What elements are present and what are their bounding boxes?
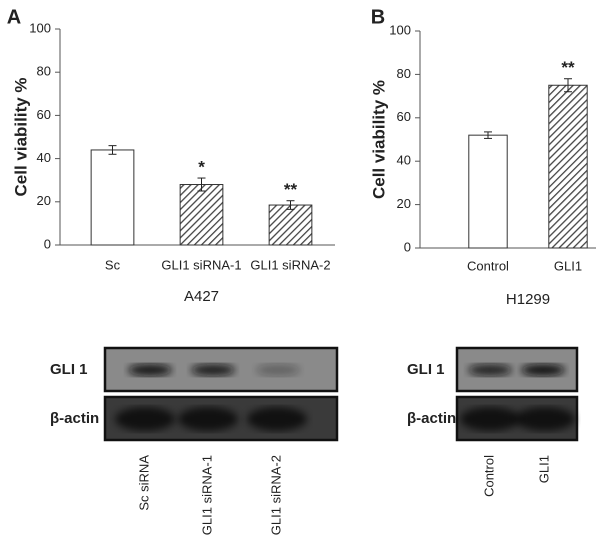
x-tick-label: GLI1 siRNA-2 [250,257,330,272]
significance: ** [284,180,298,199]
error-bar [108,145,117,155]
x-axis-label: A427 [184,288,219,305]
band [468,364,512,376]
bar [90,149,135,246]
y-tick-label: 60 [37,107,51,122]
x-axis-label: H1299 [506,291,550,308]
band [128,364,172,376]
blot-row-label: β-actin [50,410,99,427]
lane-label: GLI1 siRNA-1 [199,455,214,535]
significance: ** [561,58,575,77]
y-tick-label: 40 [37,150,51,165]
y-axis-label: Cell viability % [11,77,30,196]
blot-row-label: β-actin [407,410,456,427]
error-bar [484,131,492,139]
bar [179,184,224,246]
band [521,364,565,376]
y-tick-label: 0 [404,239,411,254]
x-tick-label: GLI1 siRNA-1 [161,257,241,272]
blot-row-label: GLI 1 [407,361,445,378]
error-bar [564,78,572,93]
error-bar [286,200,295,210]
bar [468,134,508,249]
panel-label: A [7,6,21,28]
x-tick-label: Sc [105,257,121,272]
band [115,407,175,431]
x-tick-label: GLI1 [554,258,582,273]
band [460,407,520,431]
y-tick-label: 100 [29,20,51,35]
band [178,407,238,431]
y-tick-label: 20 [397,196,411,211]
y-tick-label: 0 [44,236,51,251]
y-tick-label: 40 [397,153,411,168]
significance: * [198,158,205,177]
y-tick-label: 80 [37,64,51,79]
y-tick-label: 100 [389,22,411,37]
error-bar [197,177,206,192]
y-tick-label: 80 [397,66,411,81]
panel-label: B [371,6,385,28]
y-axis-label: Cell viability % [369,80,388,199]
bar [268,204,313,246]
band [191,364,235,376]
y-tick-label: 20 [37,193,51,208]
lane-label: GLI1 [536,455,551,483]
bar [548,84,588,249]
blot-row-label: GLI 1 [50,361,88,378]
band [256,364,300,376]
band [247,407,307,431]
y-tick-label: 60 [397,109,411,124]
x-tick-label: Control [467,258,509,273]
lane-label: GLI1 siRNA-2 [268,455,283,535]
band [515,407,575,431]
lane-label: Control [481,455,496,497]
lane-label: Sc siRNA [136,455,151,511]
